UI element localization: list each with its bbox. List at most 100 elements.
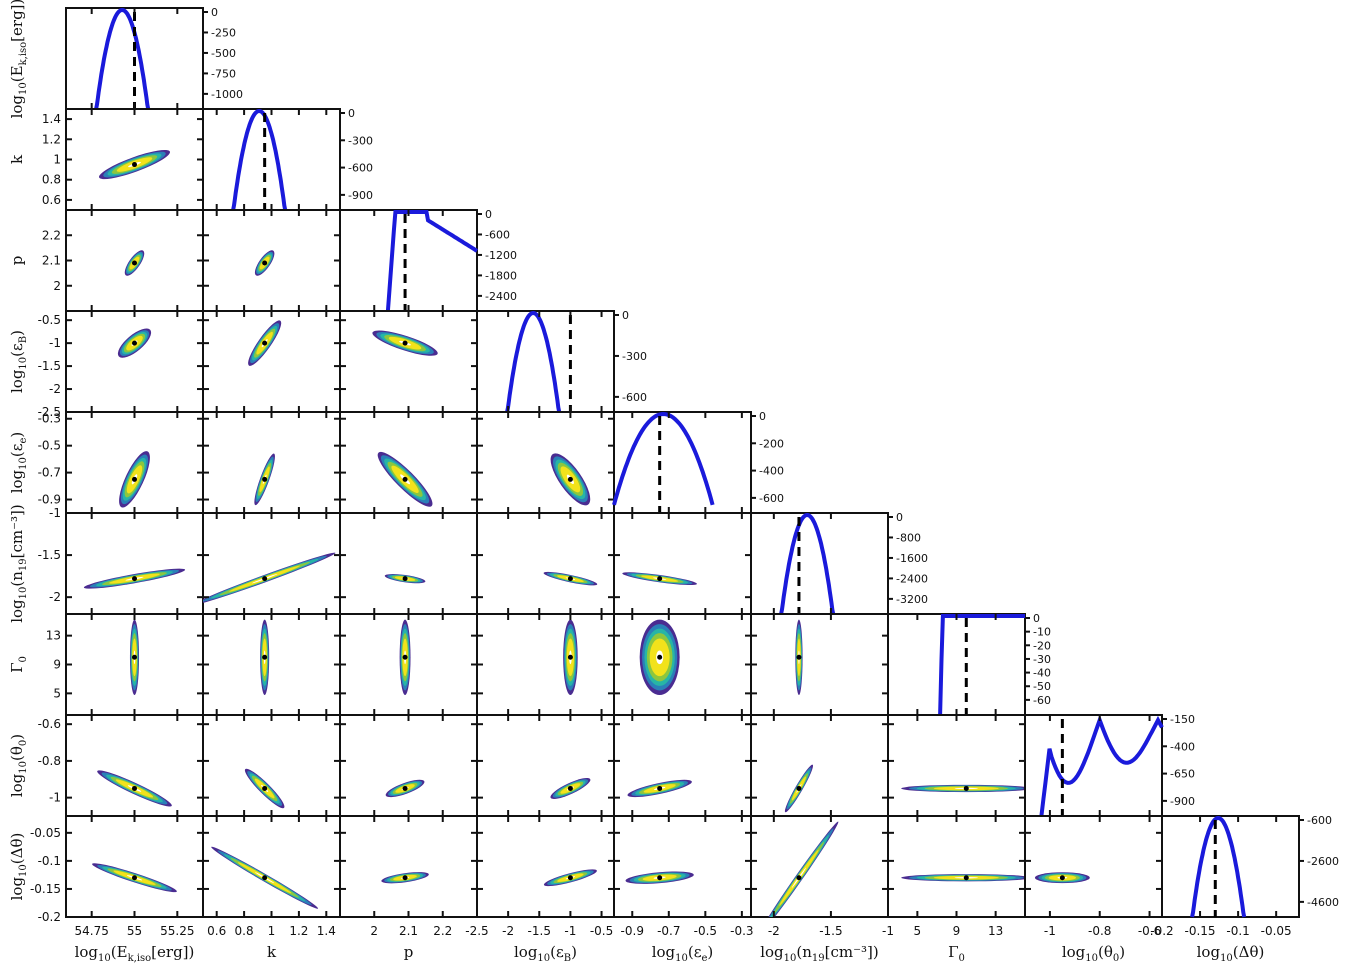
y-axis-label: log10(θ0): [8, 734, 29, 797]
best-fit-point: [262, 576, 268, 582]
loglike-tick-label: -1200: [485, 249, 517, 262]
loglike-tick-label: -600: [1307, 814, 1332, 827]
best-fit-point: [132, 654, 137, 660]
best-fit-point: [657, 576, 663, 582]
panel-7-0: [65, 714, 204, 817]
panel-5-0: [65, 512, 204, 615]
x-tick-label: 2.2: [433, 924, 452, 938]
loglike-tick-label: -2400: [896, 572, 928, 585]
loglike-tick-label: -50: [1033, 680, 1051, 693]
panel-frame: [339, 411, 478, 514]
loglike-tick-label: -400: [1170, 740, 1195, 753]
loglike-tick-label: -3200: [896, 593, 928, 606]
y-axis-label: p: [8, 256, 26, 266]
panel-frame: [476, 714, 615, 817]
x-tick-label: 0.6: [207, 924, 226, 938]
loglike-tick-label: -900: [1170, 795, 1195, 808]
best-fit-point: [132, 785, 137, 791]
y-tick-label: -0.3: [38, 412, 61, 426]
panel-4-0: [65, 411, 204, 514]
loglike-tick-label: -300: [348, 134, 373, 147]
x-axis-label: log10(Δθ): [1197, 943, 1265, 964]
best-fit-point: [567, 476, 573, 482]
x-axis-label: Γ0: [948, 943, 965, 964]
panel-frame: [202, 613, 341, 716]
y-tick-label: -1.5: [38, 359, 61, 373]
loglike-tick-label: -4600: [1307, 896, 1339, 909]
x-tick-label: -2.5: [465, 924, 488, 938]
best-fit-point: [567, 785, 573, 791]
best-fit-point: [132, 260, 137, 266]
y-tick-label: -0.5: [38, 439, 61, 453]
panel-frame: [476, 815, 615, 918]
x-tick-label: 13: [988, 924, 1003, 938]
loglike-tick-label: -600: [485, 228, 510, 241]
x-tick-label: 0.8: [235, 924, 254, 938]
profile-curve: [1039, 714, 1164, 817]
panel-frame: [887, 714, 1026, 817]
panel-5-2: [339, 512, 478, 615]
profile-curve: [231, 108, 288, 211]
y-tick-label: -0.2: [38, 910, 61, 924]
x-tick-label: -0.5: [590, 924, 613, 938]
best-fit-point: [262, 260, 268, 266]
panel-frame: [65, 815, 204, 918]
x-tick-label: -0.5: [694, 924, 717, 938]
panel-frame: [750, 512, 889, 615]
panel-frame: [750, 714, 889, 817]
y-tick-label: -0.05: [30, 826, 61, 840]
panel-7-6: [887, 714, 1026, 817]
panel-frame: [202, 815, 341, 918]
best-fit-point: [567, 875, 573, 881]
x-tick-label: -0.2: [1150, 924, 1173, 938]
best-fit-point: [657, 875, 663, 881]
panel-8-6: [887, 815, 1026, 918]
panel-frame: [339, 209, 478, 312]
loglike-tick-label: -600: [759, 492, 784, 505]
profile-curve: [505, 310, 562, 413]
best-fit-point: [657, 654, 663, 660]
panel-frame: [887, 815, 1026, 918]
panel-3-0: [65, 310, 204, 413]
profile-curve: [94, 7, 151, 110]
panel-frame: [202, 108, 341, 211]
panel-frame: [613, 613, 752, 716]
y-tick-label: 2.1: [42, 254, 61, 268]
panel-8-7: [1024, 815, 1163, 918]
panel-frame: [339, 714, 478, 817]
loglike-tick-label: 0: [348, 107, 355, 120]
loglike-tick-label: -750: [211, 67, 236, 80]
y-axis-label: log10(n19[cm⁻³]): [8, 504, 29, 623]
panel-frame: [65, 512, 204, 615]
panel-frame: [613, 815, 752, 918]
best-fit-point: [132, 875, 137, 881]
y-axis-label: log10(εe): [8, 432, 29, 494]
y-axis-label: k: [8, 154, 26, 164]
loglike-tick-label: -600: [348, 162, 373, 175]
best-fit-point: [1059, 875, 1065, 881]
panel-8-1: [202, 815, 341, 918]
x-tick-label: -2: [502, 924, 514, 938]
x-tick-label: -1: [564, 924, 576, 938]
panel-7-2: [339, 714, 478, 817]
y-tick-label: -2.5: [38, 405, 61, 419]
y-axis-label: Γ0: [8, 656, 29, 673]
y-tick-label: 0.8: [42, 173, 61, 187]
panel-6-5: [750, 613, 889, 716]
loglike-tick-label: -2600: [1307, 855, 1339, 868]
loglike-tick-label: -500: [211, 47, 236, 60]
y-tick-label: 0.6: [42, 193, 61, 207]
loglike-tick-label: -800: [896, 531, 921, 544]
panel-3-2: [339, 310, 478, 413]
x-tick-label: -0.9: [621, 924, 644, 938]
panel-4-4: 0 -200 -400 -600: [612, 410, 784, 514]
y-tick-label: 2: [53, 279, 61, 293]
x-tick-label: -0.05: [1261, 924, 1292, 938]
panel-8-2: [339, 815, 478, 918]
best-fit-point: [262, 785, 268, 791]
best-fit-point: [796, 875, 802, 881]
best-fit-point: [963, 785, 969, 791]
best-fit-point: [132, 576, 137, 582]
panel-8-0: [65, 815, 204, 918]
